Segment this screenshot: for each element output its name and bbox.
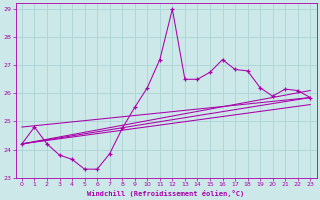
X-axis label: Windchill (Refroidissement éolien,°C): Windchill (Refroidissement éolien,°C) — [87, 190, 245, 197]
